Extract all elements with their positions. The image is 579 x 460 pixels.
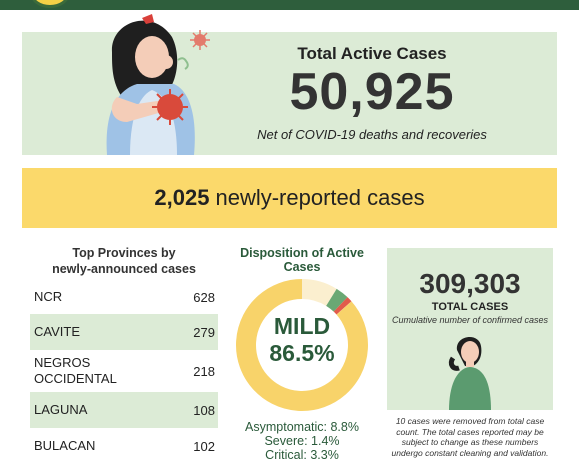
header-bar xyxy=(0,0,579,10)
province-name: LAGUNA xyxy=(34,402,88,417)
mild-label-text: MILD xyxy=(273,313,331,339)
province-value: 628 xyxy=(193,289,215,305)
disposition-legend: Asymptomatic: 8.8% Severe: 1.4% Critical… xyxy=(222,420,382,460)
coughing-woman-icon xyxy=(106,14,210,155)
province-value: 279 xyxy=(193,324,215,340)
provinces-title-line1: Top Provinces by xyxy=(72,246,176,260)
province-row: LAGUNA 108 xyxy=(30,392,218,428)
total-cases-number: 309,303 xyxy=(419,268,521,299)
legend-severe: Severe: 1.4% xyxy=(264,434,340,448)
province-row: NEGROS OCCIDENTAL 218 xyxy=(30,350,218,392)
donut-slice-asymptomatic xyxy=(236,279,368,411)
provinces-title-line2: newly-announced cases xyxy=(52,262,196,276)
legend-asymptomatic: Asymptomatic: 8.8% xyxy=(245,420,359,434)
provinces-table: NCR 628 CAVITE 279 NEGROS OCCIDENTAL 218… xyxy=(30,280,218,460)
donut-slice-severe xyxy=(236,279,368,411)
total-cases-label: TOTAL CASES xyxy=(431,301,509,313)
province-value: 218 xyxy=(193,363,215,379)
person-icon xyxy=(448,336,491,410)
legend-critical: Critical: 3.3% xyxy=(265,448,339,460)
total-cases-subtitle: Cumulative number of confirmed cases xyxy=(391,315,549,325)
new-cases-number: 2,025 xyxy=(154,185,210,210)
province-value: 102 xyxy=(193,438,215,454)
provinces-title: Top Provinces by newly-announced cases xyxy=(30,245,218,277)
new-cases-banner: 2,025 newly-reported cases xyxy=(22,168,557,228)
province-name: NCR xyxy=(34,289,63,304)
province-row: CAVITE 279 xyxy=(30,314,218,350)
active-cases-title: Total Active Cases xyxy=(297,44,447,63)
active-cases-panel: Total Active Cases 50,925 Net of COVID-1… xyxy=(22,14,557,155)
province-name: BULACAN xyxy=(34,438,96,453)
mild-label: MILD 86.5% xyxy=(235,313,369,367)
total-cases-panel: 309,303 TOTAL CASES Cumulative number of… xyxy=(387,248,553,410)
removed-cases-note: 10 cases were removed from total case co… xyxy=(391,416,549,458)
province-row: NCR 628 xyxy=(30,280,218,314)
disposition-donut-chart xyxy=(236,279,368,411)
new-cases-label: newly-reported cases xyxy=(215,185,425,210)
mild-label-value: 86.5% xyxy=(269,340,335,366)
disposition-title: Disposition of Active Cases xyxy=(240,246,364,274)
province-name: NEGROS OCCIDENTAL xyxy=(34,355,117,386)
province-row: BULACAN 102 xyxy=(30,428,218,460)
province-name: CAVITE xyxy=(34,324,80,339)
active-cases-number: 50,925 xyxy=(289,63,455,121)
active-cases-subtitle: Net of COVID-19 deaths and recoveries xyxy=(257,127,487,142)
province-value: 108 xyxy=(193,402,215,418)
